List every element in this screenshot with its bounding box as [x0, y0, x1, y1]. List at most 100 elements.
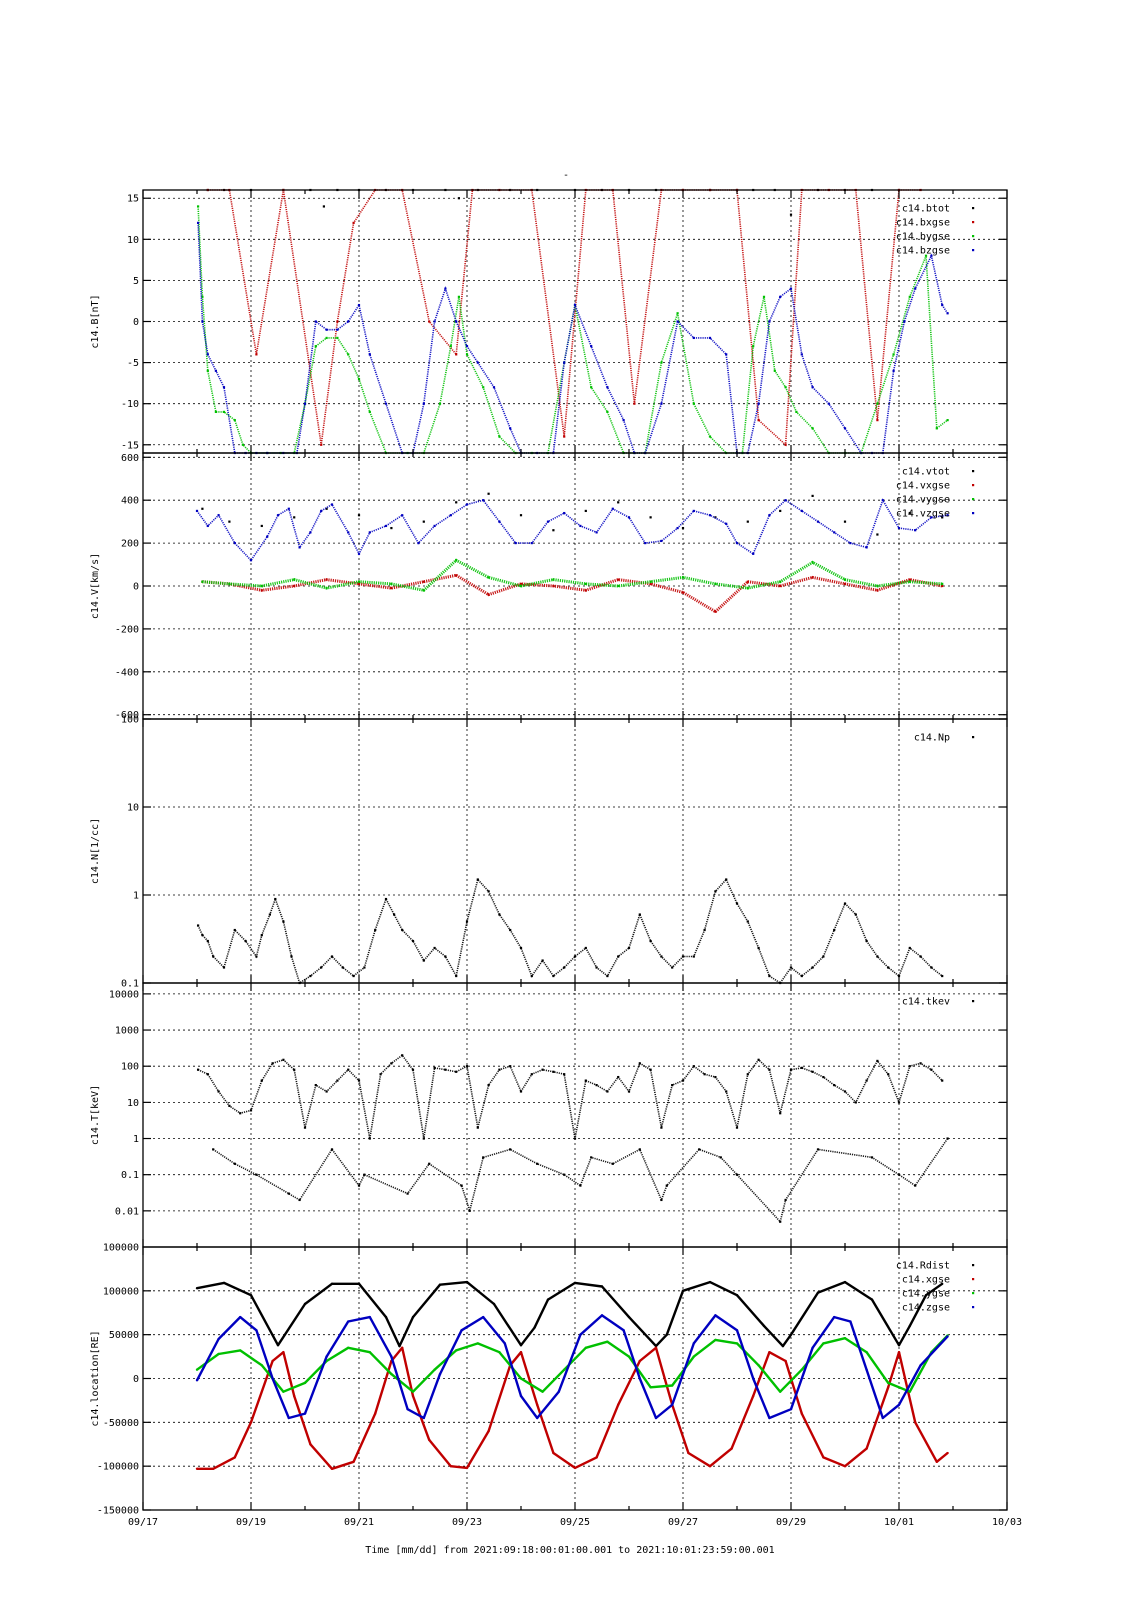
- data-point: [401, 1054, 404, 1057]
- series-c14-Rdist: [195, 1280, 944, 1348]
- data-point: [487, 576, 490, 579]
- data-point: [325, 328, 328, 331]
- data-point: [422, 589, 425, 592]
- data-point: [876, 955, 879, 958]
- data-point: [833, 531, 836, 534]
- data-point: [654, 1416, 658, 1420]
- data-point: [320, 509, 323, 513]
- data-point: [627, 946, 631, 950]
- data-point: [482, 1315, 485, 1319]
- data-point: [271, 1377, 274, 1380]
- legend-label: c14.Np: [914, 733, 950, 744]
- data-point: [708, 1464, 712, 1468]
- data-point: [438, 402, 442, 405]
- data-point: [773, 369, 776, 372]
- data-point: [595, 966, 598, 969]
- data-point: [406, 1407, 409, 1411]
- data-point: [282, 1351, 285, 1354]
- data-point: [762, 1324, 766, 1328]
- data-point: [249, 1421, 253, 1424]
- data-point: [800, 509, 803, 513]
- data-point: [222, 410, 226, 414]
- data-point: [314, 320, 317, 323]
- data-point: [946, 419, 949, 422]
- y-tick-label: -100000: [97, 1462, 139, 1473]
- data-point: [476, 1342, 479, 1345]
- series-c14-xgse: [195, 1346, 949, 1470]
- data-point: [908, 578, 911, 581]
- data-point: [908, 1390, 911, 1393]
- data-point: [833, 1315, 836, 1319]
- y-tick-label: -150000: [97, 1506, 139, 1517]
- data-point: [509, 928, 512, 932]
- data-point: [201, 295, 204, 298]
- data-point: [255, 955, 258, 958]
- data-point: [757, 1364, 760, 1367]
- data-point: [681, 591, 685, 594]
- y-tick-label: -50000: [103, 1418, 139, 1429]
- data-point: [752, 1394, 755, 1398]
- data-point: [649, 1068, 652, 1071]
- data-point: [897, 1343, 901, 1347]
- series-line: [195, 1314, 949, 1420]
- data-point: [687, 1451, 690, 1455]
- data-point: [509, 1065, 512, 1068]
- y-tick-label: 100000: [103, 1243, 139, 1254]
- x-ticks: [142, 190, 1008, 453]
- data-point: [293, 516, 296, 519]
- data-point: [833, 928, 836, 932]
- data-point: [417, 541, 420, 545]
- data-point: [487, 492, 490, 495]
- data-point: [897, 1173, 901, 1176]
- data-point: [465, 353, 469, 356]
- data-point: [519, 584, 523, 588]
- data-point: [617, 578, 620, 581]
- legend-marker: [972, 1292, 975, 1295]
- data-point: [865, 1351, 868, 1354]
- data-point: [849, 541, 852, 545]
- legend: c14.vtot c14.vxgse c14.vygse c14.vzgse: [896, 467, 975, 520]
- data-point: [692, 1065, 695, 1068]
- data-point: [779, 295, 782, 298]
- data-point: [422, 520, 425, 523]
- y-tick-label: 0: [133, 582, 139, 593]
- data-point: [665, 1333, 668, 1336]
- data-point: [811, 427, 814, 430]
- data-point: [779, 1390, 782, 1393]
- data-point: [374, 1412, 377, 1415]
- data-point: [606, 1090, 609, 1093]
- y-tick-label: 0.1: [121, 979, 139, 990]
- data-point: [573, 955, 577, 958]
- data-point: [433, 524, 436, 528]
- data-point: [660, 955, 663, 958]
- data-point: [779, 509, 782, 513]
- data-point: [212, 955, 215, 958]
- data-point: [498, 1068, 501, 1071]
- data-point: [563, 966, 566, 969]
- data-point: [622, 419, 625, 422]
- data-point: [455, 1070, 458, 1073]
- data-point: [228, 520, 231, 523]
- y-tick-label: 10000: [109, 989, 139, 1000]
- data-point: [384, 1315, 388, 1319]
- data-point: [660, 1198, 663, 1202]
- data-point: [725, 1090, 728, 1093]
- data-point: [336, 1079, 339, 1082]
- data-point: [336, 320, 339, 323]
- data-point: [233, 419, 236, 422]
- data-point: [368, 1351, 371, 1354]
- data-point: [222, 966, 226, 969]
- data-point: [314, 345, 317, 348]
- data-point: [768, 974, 771, 978]
- data-point: [811, 494, 814, 498]
- data-point: [368, 531, 371, 534]
- data-point: [233, 1456, 236, 1459]
- legend-marker: [972, 207, 975, 210]
- data-point: [563, 1368, 566, 1371]
- data-point: [908, 946, 911, 950]
- data-point: [465, 920, 469, 923]
- data-point: [287, 507, 290, 510]
- data-point: [941, 1282, 944, 1286]
- data-point: [401, 928, 404, 932]
- y-axis-label: c14.B[nT]: [90, 294, 101, 348]
